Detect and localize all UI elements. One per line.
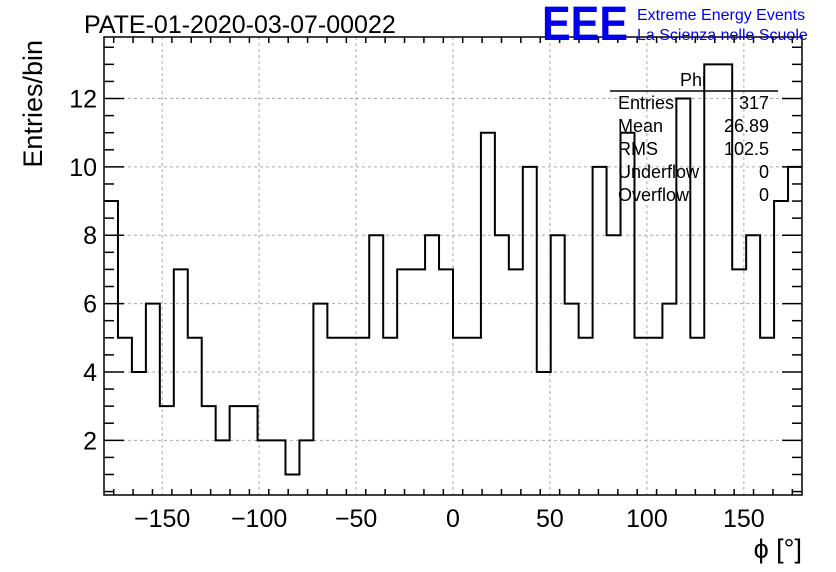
stats-row-label: RMS [618,139,658,159]
y-tick-label: 2 [83,427,97,455]
y-tick-label: 4 [83,359,97,387]
chart-title: PATE-01-2020-03-07-00022 [84,11,396,39]
stats-row-value: 0 [759,162,769,182]
stats-row-label: Overflow [618,185,690,205]
stats-row-label: Entries [618,93,674,113]
grid-layer [104,37,802,495]
stats-row-value: 26.89 [724,116,769,136]
y-tick-label: 12 [69,86,97,114]
stats-row-value: 0 [759,185,769,205]
x-tick-label: 50 [536,505,564,533]
tick-labels: −150 −100 −50 0 50 100 150 2 4 6 8 10 12 [69,86,765,533]
stats-box-title: Phi [680,70,706,90]
stats-row-label: Underflow [618,162,700,182]
x-tick-label: 150 [723,505,765,533]
eee-logo: EEE [542,0,628,51]
plot-frame [103,36,803,496]
x-tick-label: −50 [335,505,377,533]
y-tick-label: 6 [83,291,97,319]
y-tick-label: 8 [83,222,97,250]
histogram-outline [104,63,802,476]
logo-line-1: Extreme Energy Events [637,7,805,24]
x-tick-label: −100 [231,505,287,533]
logo-line-2: La Scienza nelle Scuole [637,27,808,44]
x-tick-label: 0 [446,505,460,533]
stats-row-label: Mean [618,116,663,136]
histogram-layer [104,63,802,476]
y-axis-label: Entries/bin [18,40,48,168]
x-tick-label: 100 [626,505,668,533]
stats-row-value: 102.5 [724,139,769,159]
stats-rows: Entries 317 Mean 26.89 RMS 102.5 Underflow 0 Ove… [618,93,769,205]
axis-ticks [104,37,802,495]
x-axis-label: ϕ [°] [754,534,802,564]
stats-box: Phi Entries 317 Mean 26.89 RMS 102.5 Underflow… [610,70,778,205]
stats-row-value: 317 [739,93,769,113]
x-tick-label: −150 [134,505,190,533]
y-tick-label: 10 [69,154,97,182]
